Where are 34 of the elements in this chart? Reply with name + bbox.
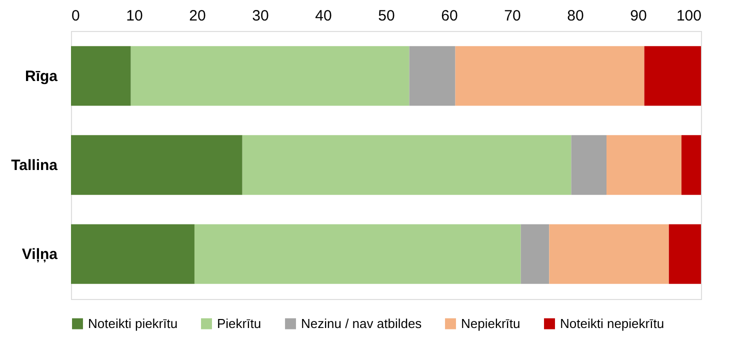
- bar: [549, 224, 669, 284]
- x-tick-label: 30: [252, 8, 269, 24]
- bar: [520, 224, 550, 284]
- legend-label: Nezinu / nav atbildes: [301, 316, 422, 331]
- bar: [644, 46, 701, 106]
- bar: [71, 224, 194, 284]
- bar: [71, 46, 131, 106]
- x-tick-label: 20: [189, 8, 206, 24]
- x-tick-label: 10: [126, 8, 143, 24]
- legend-label: Noteikti nepiekrītu: [560, 316, 664, 331]
- bar: [681, 135, 701, 195]
- y-tick-label: Rīga: [24, 68, 58, 85]
- x-tick-label: 0: [72, 8, 80, 24]
- x-tick-label: 100: [676, 8, 702, 24]
- x-tick-label: 60: [441, 8, 458, 24]
- bar: [409, 46, 456, 106]
- bar: [71, 135, 242, 195]
- bar: [571, 135, 606, 195]
- x-tick-label: 50: [378, 8, 395, 24]
- legend-label: Piekrītu: [217, 316, 262, 331]
- y-tick-label: Viļņa: [22, 246, 58, 264]
- x-tick-label: 90: [630, 8, 647, 24]
- bar: [668, 224, 701, 284]
- bar: [130, 46, 410, 106]
- y-tick-label: Tallina: [11, 157, 58, 174]
- x-tick-label: 80: [567, 8, 584, 24]
- bar: [455, 46, 644, 106]
- x-tick-label: 40: [315, 8, 332, 24]
- bar: [242, 135, 572, 195]
- legend-label: Noteikti piekrītu: [88, 316, 178, 331]
- x-tick-label: 70: [504, 8, 521, 24]
- bar: [606, 135, 682, 195]
- legend-label: Nepiekrītu: [461, 316, 520, 331]
- bar: [194, 224, 521, 284]
